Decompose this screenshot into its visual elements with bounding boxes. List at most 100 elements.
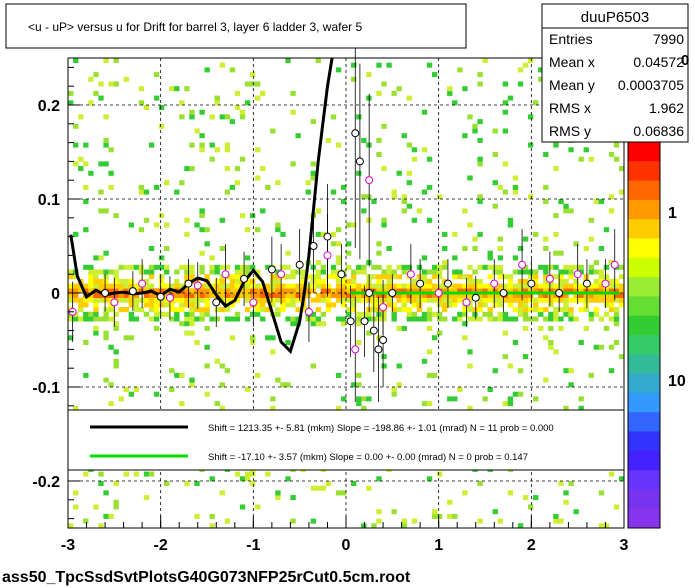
heatmap-cell <box>158 274 165 280</box>
heatmap-cell <box>548 297 554 303</box>
heatmap-cell <box>346 288 352 294</box>
heatmap-cell <box>477 199 483 204</box>
heatmap-cell <box>83 199 89 204</box>
heatmap-cell <box>371 274 377 280</box>
heatmap-cell <box>113 293 119 298</box>
heatmap-cell <box>330 288 337 294</box>
heatmap-cell <box>209 255 215 261</box>
heatmap-cell <box>300 307 306 313</box>
heatmap-cell <box>376 302 382 308</box>
heatmap-cell <box>366 485 372 491</box>
heatmap-cell <box>558 274 564 280</box>
heatmap-cell <box>563 293 569 298</box>
heatmap-cell <box>128 297 135 303</box>
heatmap-cell <box>270 288 276 294</box>
heatmap-cell <box>578 156 584 162</box>
heatmap-cell <box>320 278 327 284</box>
heatmap-cell <box>396 307 402 313</box>
heatmap-cell <box>462 335 468 341</box>
heatmap-cell <box>406 307 413 313</box>
heatmap-cell <box>118 396 124 402</box>
heatmap-cell <box>138 227 145 233</box>
heatmap-cell <box>578 340 584 345</box>
heatmap-cell <box>553 166 559 172</box>
heatmap-cell <box>300 274 306 280</box>
heatmap-cell <box>199 109 205 115</box>
heatmap-cell <box>558 325 564 331</box>
heatmap-cell <box>234 311 241 317</box>
heatmap-cell <box>68 288 74 294</box>
heatmap-cell <box>497 316 503 322</box>
heatmap-cell <box>260 302 266 308</box>
heatmap-cell <box>189 269 195 275</box>
heatmap-cell <box>340 316 347 322</box>
heatmap-cell <box>426 325 433 331</box>
heatmap-cell <box>98 293 104 298</box>
heatmap-cell <box>133 387 140 392</box>
heatmap-cell <box>346 222 352 228</box>
heatmap-cell <box>361 194 367 200</box>
heatmap-cell <box>376 250 382 256</box>
heatmap-cell <box>83 227 89 233</box>
heatmap-cell <box>224 293 231 298</box>
heatmap-cell <box>244 264 251 270</box>
heatmap-cell <box>285 288 291 294</box>
heatmap-cell <box>209 264 215 270</box>
data-point <box>416 279 425 288</box>
heatmap-cell <box>618 189 625 195</box>
x-tick-label: -1 <box>246 537 260 554</box>
heatmap-cell <box>103 161 109 167</box>
heatmap-cell <box>138 86 145 92</box>
heatmap-cell <box>249 481 256 486</box>
heatmap-cell <box>295 133 301 139</box>
heatmap-cell <box>548 325 554 331</box>
heatmap-cell <box>502 401 509 407</box>
heatmap-cell <box>153 391 160 397</box>
heatmap-cell <box>457 316 463 322</box>
palette-top-label: 0 <box>681 52 689 69</box>
heatmap-cell <box>487 311 493 317</box>
heatmap-cell <box>421 316 428 322</box>
legend-box <box>67 409 625 471</box>
heatmap-cell <box>356 288 362 294</box>
palette-swatch <box>628 219 660 239</box>
heatmap-cell <box>103 269 109 275</box>
y-tick-label: 0.2 <box>38 98 60 115</box>
heatmap-cell <box>73 142 79 148</box>
heatmap-cell <box>73 123 79 129</box>
heatmap-cell <box>98 288 104 294</box>
heatmap-cell <box>260 208 266 214</box>
heatmap-cell <box>522 354 529 360</box>
heatmap-cell <box>578 288 584 294</box>
heatmap-cell <box>234 269 241 275</box>
heatmap-cell <box>68 90 74 96</box>
heatmap-cell <box>613 156 620 162</box>
data-point <box>309 242 318 250</box>
heatmap-cell <box>462 246 468 251</box>
heatmap-cell <box>538 311 544 317</box>
heatmap-cell <box>613 142 620 148</box>
data-point <box>277 270 286 279</box>
heatmap-cell <box>143 471 150 477</box>
heatmap-cell <box>553 307 559 313</box>
heatmap-cell <box>335 260 342 266</box>
heatmap-cell <box>563 490 569 496</box>
palette-swatch <box>628 470 660 490</box>
heatmap-cell <box>558 250 564 256</box>
heatmap-cell <box>573 264 579 270</box>
heatmap-cell <box>123 264 129 270</box>
heatmap-cell <box>522 293 529 298</box>
heatmap-cell <box>502 161 509 167</box>
heatmap-cell <box>199 283 205 289</box>
heatmap-cell <box>497 518 503 524</box>
heatmap-cell <box>492 368 498 374</box>
heatmap-cell <box>234 274 241 280</box>
heatmap-cell <box>184 293 190 298</box>
heatmap-cell <box>260 307 266 313</box>
heatmap-cell <box>174 297 180 303</box>
heatmap-cell <box>613 297 620 303</box>
heatmap-cell <box>148 316 155 322</box>
heatmap-cell <box>113 269 119 275</box>
heatmap-cell <box>275 495 281 501</box>
palette-swatch <box>628 199 660 220</box>
